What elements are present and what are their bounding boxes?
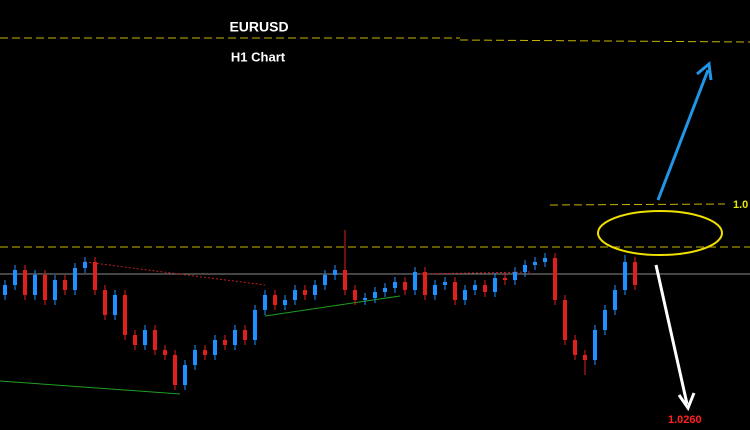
- candle-body: [493, 278, 497, 292]
- candle-body: [603, 310, 607, 330]
- candle-body: [253, 310, 257, 340]
- candle-body: [103, 290, 107, 315]
- candle-body: [503, 278, 507, 280]
- candle-body: [363, 298, 367, 300]
- candle-body: [223, 340, 227, 345]
- price-label: 1.0: [733, 199, 748, 211]
- candle-body: [523, 265, 527, 272]
- candle-body: [273, 295, 277, 305]
- candle-body: [203, 350, 207, 355]
- candle-body: [563, 300, 567, 340]
- candle-body: [383, 288, 387, 292]
- candle-body: [173, 355, 177, 385]
- candle-body: [163, 350, 167, 355]
- arrow-up: [656, 69, 710, 201]
- candle-body: [13, 270, 17, 285]
- candle-body: [443, 282, 447, 285]
- arrow-down: [654, 264, 689, 405]
- candle-body: [243, 330, 247, 340]
- level-line: [549, 203, 726, 206]
- candle-body: [473, 285, 477, 290]
- candle-body: [153, 330, 157, 350]
- candle-body: [403, 282, 407, 290]
- candle-body: [433, 285, 437, 295]
- candle-body: [543, 258, 547, 262]
- candle-body: [353, 290, 357, 300]
- candle-body: [73, 268, 77, 290]
- candle-body: [613, 290, 617, 310]
- chart-title: EURUSD: [229, 19, 288, 35]
- candle-body: [3, 285, 7, 295]
- trend-line: [264, 295, 401, 317]
- candle-body: [123, 295, 127, 335]
- candle-body: [213, 340, 217, 355]
- candle-body: [93, 262, 97, 290]
- trend-line: [0, 380, 181, 395]
- highlight-ellipse: [597, 210, 723, 256]
- price-label: 1.0260: [668, 414, 702, 426]
- candle-body: [313, 285, 317, 295]
- candle-body: [33, 275, 37, 295]
- candle-body: [633, 262, 637, 285]
- candle-body: [293, 290, 297, 300]
- candle-body: [453, 282, 457, 300]
- level-line: [459, 39, 750, 43]
- candle-body: [133, 335, 137, 345]
- candle-body: [233, 330, 237, 345]
- candle-body: [43, 275, 47, 300]
- candle-body: [183, 365, 187, 385]
- candle-body: [593, 330, 597, 360]
- candle-body: [553, 258, 557, 300]
- candle-body: [463, 290, 467, 300]
- candle-body: [23, 270, 27, 295]
- candle-body: [113, 295, 117, 315]
- candle-body: [413, 272, 417, 290]
- candle-body: [533, 262, 537, 265]
- candle-body: [263, 295, 267, 310]
- candle-body: [483, 285, 487, 292]
- candle-body: [193, 350, 197, 365]
- candle-body: [303, 290, 307, 295]
- candle-body: [583, 355, 587, 360]
- candle-body: [393, 282, 397, 288]
- candle-body: [63, 280, 67, 290]
- candle-body: [283, 300, 287, 305]
- candle-body: [53, 280, 57, 300]
- chart-subtitle: H1 Chart: [231, 49, 286, 64]
- candle-body: [513, 272, 517, 280]
- candle-body: [143, 330, 147, 345]
- candle-body: [83, 262, 87, 268]
- candle-body: [333, 270, 337, 275]
- arrow-head: [696, 61, 713, 81]
- candle-body: [323, 275, 327, 285]
- candle-body: [423, 272, 427, 295]
- candle-body: [343, 270, 347, 290]
- candle-body: [623, 262, 627, 290]
- arrow-head: [677, 392, 696, 412]
- candle-body: [373, 292, 377, 298]
- candle-body: [573, 340, 577, 355]
